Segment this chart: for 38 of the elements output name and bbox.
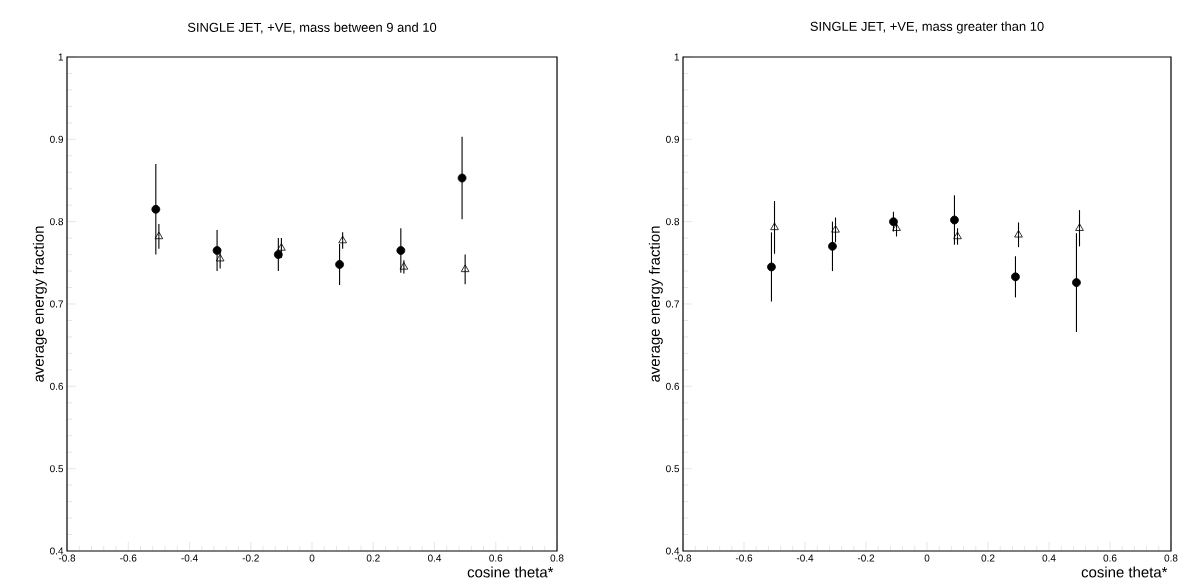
y-tick-label: 0.7 (50, 300, 63, 308)
y-tick-label: 0.8 (666, 218, 680, 226)
y-tick-label: 0.8 (50, 218, 64, 226)
x-tick-label: 0.4 (1042, 554, 1056, 562)
y-tick-label: 0.6 (666, 382, 680, 390)
x-tick-label: -0.6 (120, 554, 137, 562)
y-tick-label: 0.5 (50, 465, 64, 473)
x-tick-label: 0.8 (550, 554, 564, 562)
y-tick-label: 1 (58, 53, 64, 61)
x-tick-label: 0.4 (427, 554, 442, 562)
y-tick-label: 0.5 (666, 465, 680, 473)
y-tick-label: 1 (674, 53, 680, 61)
y-tick-label: 0.9 (50, 135, 64, 143)
chart-title: SINGLE JET, +VE, mass greater than 10 (810, 21, 1044, 34)
x-tick-label: -0.2 (857, 554, 875, 562)
x-tick-label: -0.6 (735, 554, 753, 562)
y-axis-title: average energy fraction (32, 226, 47, 382)
x-axis-title: cosine theta* (1081, 566, 1168, 578)
chart-title: SINGLE JET, +VE, mass between 9 and 10 (187, 22, 437, 34)
x-tick-label: -0.4 (181, 554, 198, 562)
y-tick-label: 0.6 (50, 382, 64, 390)
x-tick-label: 0 (924, 554, 930, 562)
x-tick-label: -0.2 (242, 554, 259, 562)
x-tick-label: -0.4 (796, 554, 814, 562)
y-tick-label: 0.7 (666, 300, 679, 308)
y-tick-label: 0.9 (666, 135, 680, 143)
y-tick-label: 0.4 (666, 547, 680, 555)
x-axis-title: cosine theta* (467, 566, 554, 578)
x-tick-label: -0.8 (58, 554, 76, 562)
x-tick-label: 0 (309, 554, 315, 562)
x-tick-label: 0.2 (366, 554, 380, 562)
x-tick-label: 0.2 (981, 554, 995, 562)
x-tick-label: 0.6 (489, 554, 503, 562)
x-tick-label: 0.6 (1103, 554, 1117, 562)
y-tick-label: 0.4 (50, 547, 64, 555)
x-tick-label: -0.8 (674, 554, 692, 562)
y-axis-title: average energy fraction (648, 226, 663, 382)
x-tick-label: 0.8 (1164, 554, 1178, 562)
